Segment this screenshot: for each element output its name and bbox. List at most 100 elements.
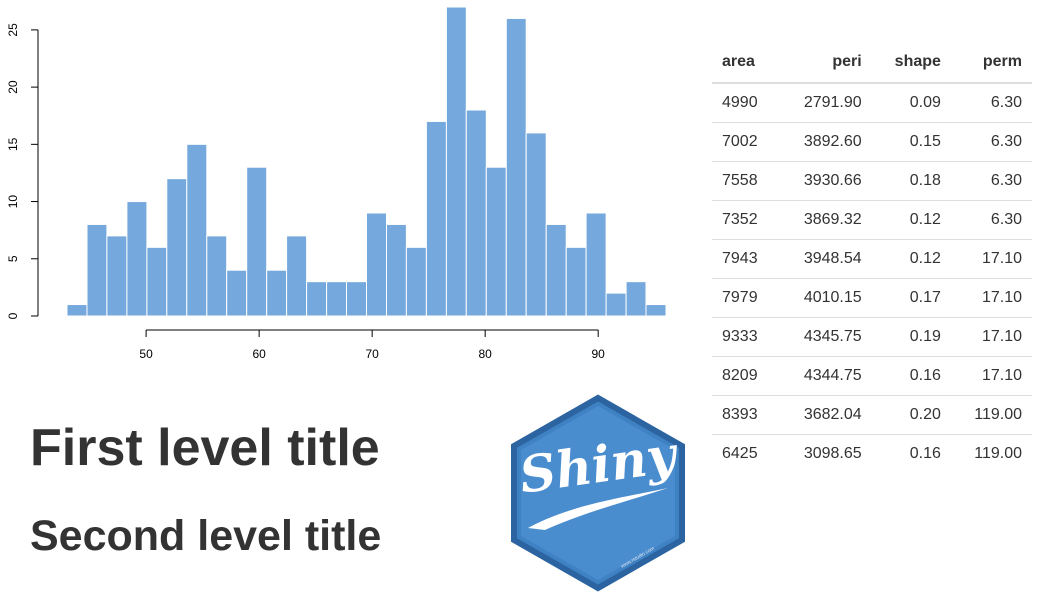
bar [86,223,108,317]
table-cell: 0.09 [871,82,951,123]
bar [326,281,347,317]
table-cell: 0.17 [871,278,951,318]
data-table: area peri shape perm 4990 2791.90 0.09 6.30 7002… [712,42,1032,473]
table-cell: 0.19 [871,317,951,357]
bar [605,292,627,317]
bar [286,235,308,317]
table-cell: 8393 [712,395,779,435]
table-cell: 119.00 [950,395,1032,435]
bar [66,304,88,317]
shiny-logo: Shiny www.rstudio.com [511,394,685,592]
x-tick-label: 50 [139,347,153,361]
bar [106,235,128,317]
bar [525,132,547,317]
bar [226,269,248,317]
x-tick-label: 70 [365,347,379,361]
bar [425,120,447,317]
column-header: area [712,42,779,84]
bar [545,223,567,317]
table-row: 6425 3098.65 0.16 119.00 [712,434,1032,473]
table-cell: 2791.90 [778,82,872,123]
logo-inner [521,406,675,580]
bar [186,143,208,317]
first-level-title: First level title [30,419,380,477]
table-row: 8209 4344.75 0.16 17.10 [712,356,1032,396]
table-row: 7558 3930.66 0.18 6.30 [712,161,1032,201]
table-cell: 3930.66 [778,161,872,201]
table-cell: 6.30 [950,161,1032,201]
y-tick-label: 5 [6,255,20,262]
table-cell: 4344.75 [778,356,872,396]
table-cell: 0.15 [871,122,951,162]
table-cell: 3098.65 [778,434,872,473]
table-cell: 7943 [712,239,779,279]
table-cell: 9333 [712,317,779,357]
table-body: 4990 2791.90 0.09 6.30 7002 3892.60 0.15 6.30 75… [712,82,1032,473]
table-cell: 17.10 [950,239,1032,279]
y-tick-label: 10 [6,195,20,209]
y-tick-label: 0 [6,312,20,319]
table-cell: 17.10 [950,356,1032,396]
table-cell: 4990 [712,82,779,123]
bar [206,235,228,317]
table-cell: 0.16 [871,356,951,396]
bar [345,281,368,317]
bar [146,246,168,317]
second-level-title: Second level title [30,512,382,560]
bar [505,17,527,317]
table-cell: 3682.04 [778,395,872,435]
table-row: 4990 2791.90 0.09 6.30 [712,82,1032,123]
y-tick-label: 20 [6,80,20,94]
x-tick-label: 90 [592,347,606,361]
y-tick-label: 15 [6,137,20,151]
x-tick-label: 80 [478,347,492,361]
table-row: 7979 4010.15 0.17 17.10 [712,278,1032,318]
table-cell: 3892.60 [778,122,872,162]
bar [465,109,487,317]
table-cell: 3869.32 [778,200,872,240]
bar [585,212,607,317]
table-cell: 6.30 [950,200,1032,240]
table-cell: 6.30 [950,82,1032,123]
table-row: 7352 3869.32 0.12 6.30 [712,200,1032,240]
table-cell: 3948.54 [778,239,872,279]
bar [306,281,328,317]
bar [386,223,407,317]
table-row: 9333 4345.75 0.19 17.10 [712,317,1032,357]
column-header: perm [950,42,1032,84]
table-cell: 4010.15 [778,278,872,318]
bar [485,166,507,317]
table-cell: 7002 [712,122,779,162]
table-cell: 8209 [712,356,779,396]
bar [366,212,388,317]
table-header: area peri shape perm [712,42,1032,84]
table-cell: 6425 [712,434,779,473]
column-header: shape [871,42,951,84]
bar [266,269,288,317]
table-cell: 17.10 [950,278,1032,318]
table-cell: 6.30 [950,122,1032,162]
table-row: 7943 3948.54 0.12 17.10 [712,239,1032,279]
table-row: 7002 3892.60 0.15 6.30 [712,122,1032,162]
bar [645,304,667,317]
logo-swoosh [528,488,668,530]
table-cell: 4345.75 [778,317,872,357]
x-tick-label: 60 [252,347,266,361]
y-tick-label: 25 [6,23,20,37]
bar [625,281,647,317]
bar [246,166,268,317]
bar [445,6,467,317]
bar [405,246,427,317]
bar [166,178,188,317]
column-header: peri [778,42,872,84]
table-cell: 7558 [712,161,779,201]
table-cell: 17.10 [950,317,1032,357]
table-cell: 0.12 [871,239,951,279]
table-cell: 7352 [712,200,779,240]
table-cell: 0.12 [871,200,951,240]
table-row: 8393 3682.04 0.20 119.00 [712,395,1032,435]
bar [565,246,587,317]
table-cell: 0.18 [871,161,951,201]
bar [126,201,148,317]
